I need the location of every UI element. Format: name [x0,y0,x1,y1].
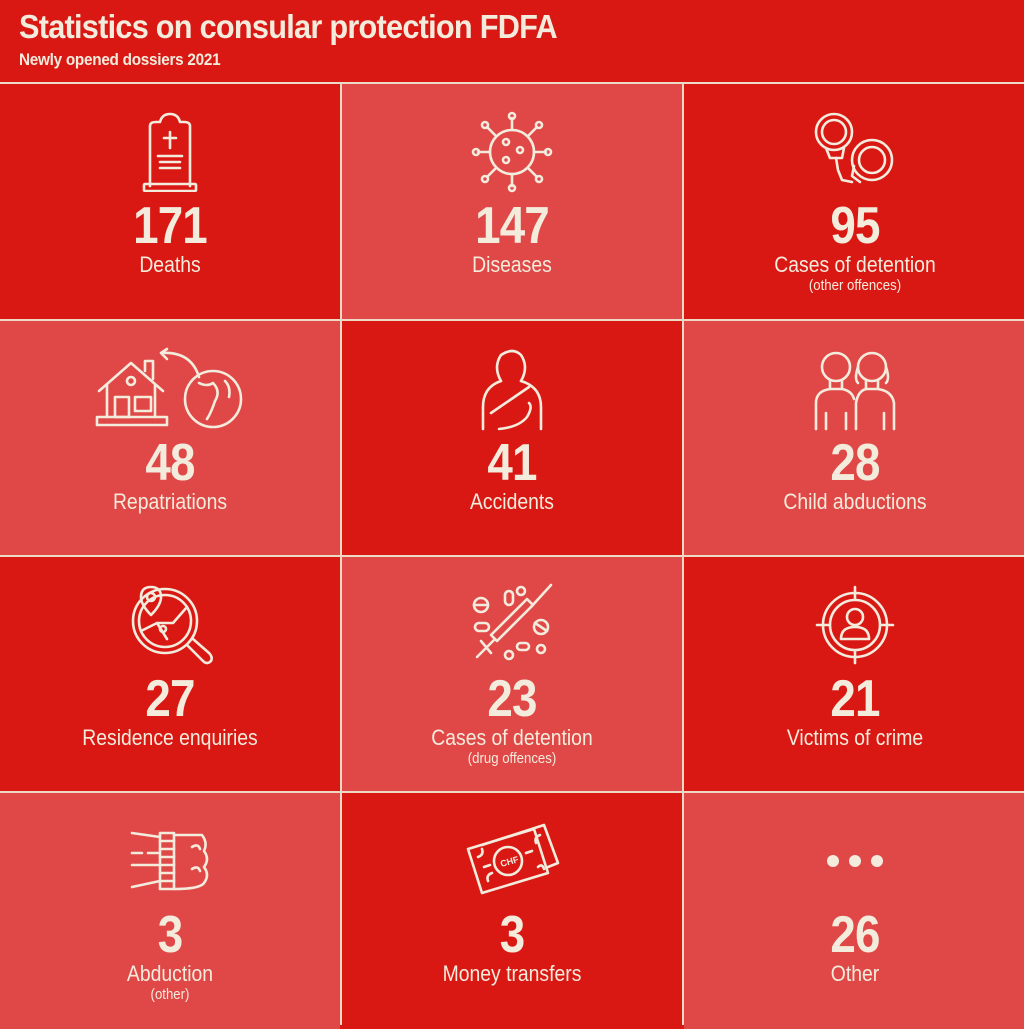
stat-sublabel: (drug offences) [467,750,557,767]
stat-value: 28 [830,434,880,492]
stat-value: 21 [830,670,880,728]
children-icon [812,347,898,431]
stat-tile-other: 26 Other [684,793,1024,1029]
stat-label: Residence enquiries [82,725,258,750]
stat-tile-residence-enquiries: 27 Residence enquiries [0,557,340,791]
svg-text:CHF: CHF [499,854,520,869]
stat-tile-deaths: 171 Deaths [0,84,340,319]
stat-tile-money-transfers: CHF 3 Money transfers [342,793,682,1029]
stat-value: 23 [487,670,537,728]
stat-value: 3 [157,906,183,964]
stat-label: Cases of detention [774,252,936,277]
tied-hands-icon [130,819,210,903]
stat-label: Repatriations [112,489,228,514]
page-subtitle: Newly opened dossiers 2021 [19,50,221,69]
page-title: Statistics on consular protection FDFA [19,8,558,45]
stat-label: Accidents [470,489,554,514]
stat-tile-victims-of-crime: 21 Victims of crime [684,557,1024,791]
stat-sublabel: (other) [150,986,190,1003]
stats-grid: 171 Deaths 147 Diseases [0,82,1024,1029]
header: Statistics on consular protection FDFA N… [0,0,1024,82]
stat-value: 95 [830,197,880,255]
stat-tile-abduction-other: 3 Abduction (other) [0,793,340,1029]
handcuffs-icon [812,110,898,194]
stat-label: Child abductions [783,489,927,514]
virus-icon [470,110,554,194]
stat-value: 147 [475,197,550,255]
syringe-pills-icon [469,583,555,667]
chf-banknotes-icon: CHF [464,819,560,903]
ellipsis-icon [825,819,885,903]
stat-tile-accidents: 41 Accidents [342,321,682,555]
stat-label: Deaths [139,252,201,277]
stat-tile-child-abductions: 28 Child abductions [684,321,1024,555]
stat-label: Diseases [472,252,552,277]
stat-value: 41 [487,434,537,492]
stat-value: 3 [499,906,525,964]
stat-tile-detention-other: 95 Cases of detention (other offences) [684,84,1024,319]
stat-label: Cases of detention [431,725,593,750]
stat-tile-detention-drugs: 23 Cases of detention (drug offences) [342,557,682,791]
stat-value: 26 [830,906,880,964]
arm-sling-icon [479,347,545,431]
stat-label: Other [830,961,880,986]
stat-label: Money transfers [442,961,582,986]
stat-value: 27 [145,670,195,728]
tombstone-icon [140,110,200,194]
stat-tile-diseases: 147 Diseases [342,84,682,319]
stat-value: 171 [133,197,208,255]
stat-label: Abduction [126,961,214,986]
stat-sublabel: (other offences) [808,277,902,294]
stat-tile-repatriations: 48 Repatriations [0,321,340,555]
house-globe-icon [95,347,245,431]
stat-label: Victims of crime [786,725,924,750]
target-person-icon [815,583,895,667]
stat-value: 48 [145,434,195,492]
map-search-icon [127,583,213,667]
